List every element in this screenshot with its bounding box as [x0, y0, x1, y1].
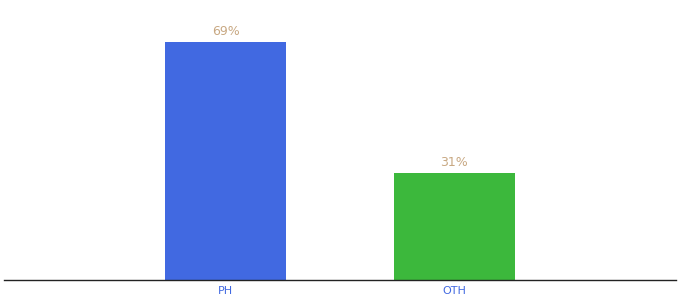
- Text: 69%: 69%: [212, 25, 239, 38]
- Text: 31%: 31%: [441, 156, 468, 169]
- Bar: [165, 42, 286, 280]
- Bar: [394, 173, 515, 280]
